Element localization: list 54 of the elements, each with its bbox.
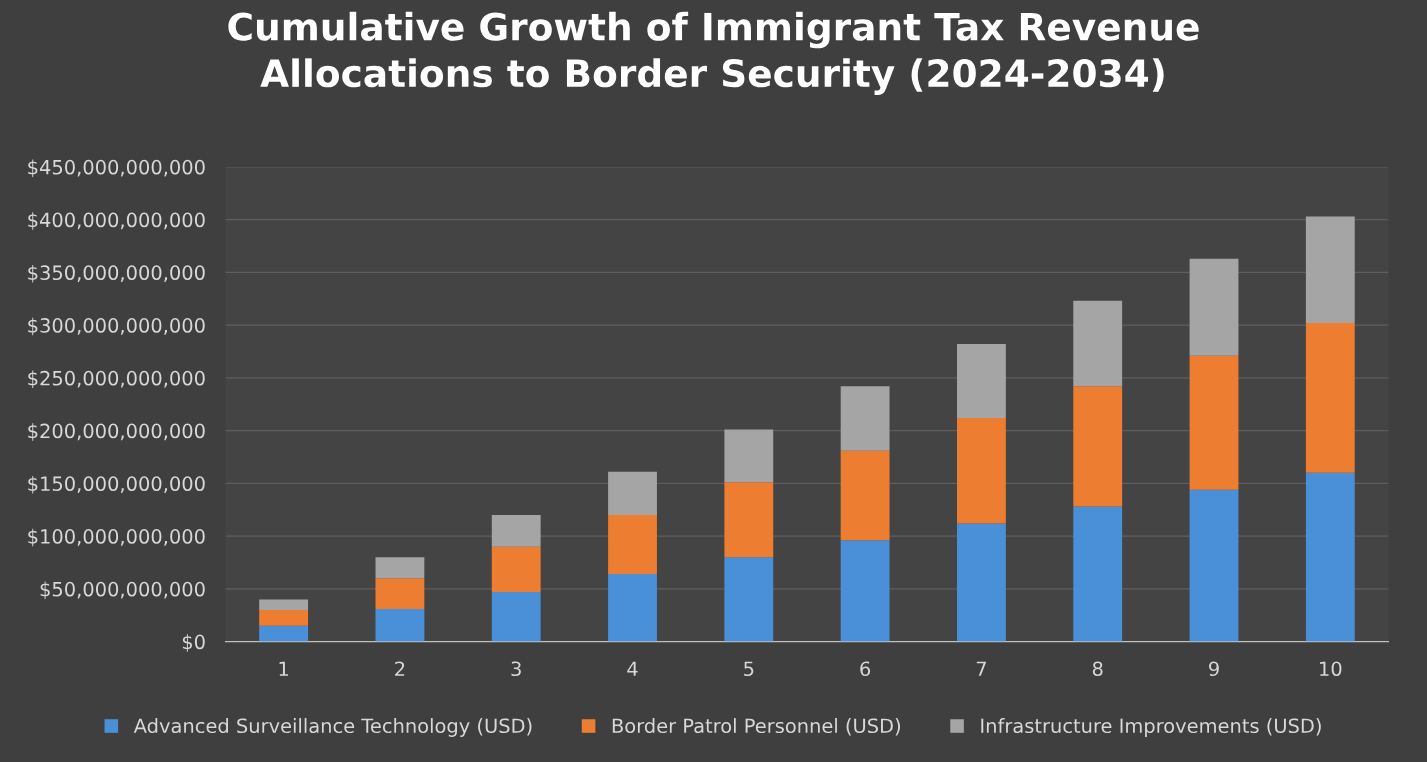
bar: [491, 592, 541, 642]
y-tick-label: $350,000,000,000: [28, 264, 205, 283]
legend-label: Border Patrol Personnel (USD): [612, 718, 900, 736]
bar: [1305, 216, 1355, 324]
y-tick-label: $250,000,000,000: [28, 370, 205, 389]
bar: [375, 557, 425, 579]
x-tick-label: 6: [860, 661, 871, 677]
x-tick-label: 2: [395, 661, 405, 676]
x-tick-label: 4: [627, 661, 638, 676]
bar: [957, 417, 1006, 524]
bar: [1305, 323, 1355, 473]
y-tick-label: $300,000,000,000: [28, 317, 205, 336]
bar: [608, 515, 657, 575]
bar: [840, 386, 890, 451]
x-tick-label: 8: [1092, 661, 1103, 677]
x-tick-label: 1: [279, 661, 289, 676]
legend-label: Advanced Surveillance Technology (USD): [133, 718, 532, 737]
bar: [608, 471, 657, 516]
bar: [1073, 300, 1123, 387]
bar: [724, 482, 774, 558]
y-tick-label: $0: [182, 634, 205, 652]
bar: [957, 344, 1006, 418]
bar: [840, 540, 890, 642]
bar: [608, 574, 657, 642]
bar: [491, 546, 541, 593]
bar: [957, 523, 1006, 642]
bar: [1189, 258, 1239, 356]
chart-title: Cumulative Growth of Immigrant Tax Revenue Allocations to Border Security (2024-2034): [228, 11, 1199, 95]
bar: [259, 599, 309, 610]
bar: [1073, 386, 1123, 507]
bar: [840, 450, 890, 541]
legend-label: Infrastructure Improvements (USD): [981, 718, 1321, 737]
bar: [724, 557, 774, 642]
y-tick-label: $400,000,000,000: [28, 212, 205, 230]
x-tick-label: 9: [1209, 661, 1219, 677]
bar: [491, 515, 541, 547]
y-tick-label: $100,000,000,000: [28, 528, 205, 547]
x-tick-label: 3: [511, 661, 521, 677]
bar: [724, 429, 774, 483]
bar: [1305, 472, 1355, 642]
x-tick-label: 7: [976, 661, 986, 676]
bar: [259, 625, 309, 642]
y-tick-label: $200,000,000,000: [28, 423, 205, 441]
bar: [375, 608, 425, 642]
x-tick-label: 5: [744, 661, 754, 677]
bar: [1189, 489, 1239, 642]
bar: [1189, 355, 1239, 490]
y-tick-label: $50,000,000,000: [40, 581, 205, 600]
bar: [375, 578, 425, 609]
bar: [259, 609, 309, 626]
y-tick-label: $450,000,000,000: [28, 159, 205, 178]
y-tick-label: $150,000,000,000: [28, 475, 205, 494]
x-tick-label: 10: [1320, 661, 1342, 677]
bar: [1073, 506, 1123, 642]
